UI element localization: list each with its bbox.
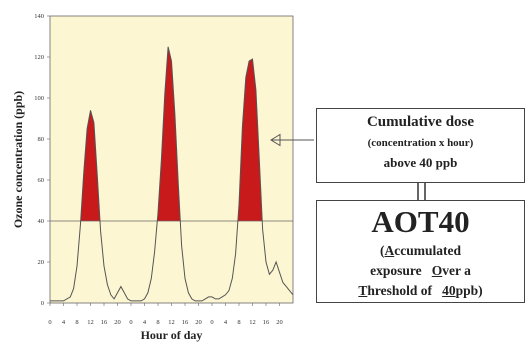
aot40-def-line-3: Threshold of 40ppb)	[317, 281, 524, 301]
dose-line-1: Cumulative dose	[366, 114, 475, 130]
x-tick-label: 16	[263, 319, 270, 326]
x-tick-label: 4	[62, 319, 66, 326]
letter-a: A	[384, 243, 395, 258]
y-tick-label: 80	[38, 136, 45, 143]
x-tick-label: 8	[156, 319, 159, 326]
number-40: 40	[442, 283, 456, 298]
x-axis-label: Hour of day	[141, 328, 203, 342]
dose-line-2: (concentration x hour)	[367, 137, 474, 149]
x-tick-label: 0	[48, 319, 51, 326]
y-tick-label: 0	[41, 300, 44, 307]
dose-line-3: above 40 ppb	[383, 155, 458, 170]
word-ppb: ppb)	[455, 283, 483, 298]
y-tick-label: 140	[34, 13, 44, 20]
aot40-title: AOT40	[371, 204, 470, 239]
x-tick-label: 12	[168, 319, 175, 326]
x-tick-label: 20	[195, 319, 202, 326]
box-connector-right	[424, 183, 426, 200]
word-accumulated: ccumulated	[394, 243, 461, 258]
word-threshold-of: hreshold of	[367, 283, 432, 298]
x-axis-ticks: 0 4 8 12 16 20 0 4 8 12 16 20 0 4 8 12 16 20	[48, 303, 283, 326]
y-tick-label: 40	[38, 218, 45, 225]
x-tick-label: 12	[87, 319, 94, 326]
x-tick-label: 0	[210, 319, 213, 326]
paren-open: (	[380, 243, 385, 258]
x-tick-label: 0	[129, 319, 132, 326]
x-tick-label: 16	[182, 319, 189, 326]
letter-o: O	[431, 263, 443, 278]
exposure-above-threshold-area	[80, 46, 263, 221]
y-tick-label: 120	[34, 54, 44, 61]
y-axis-label: Ozone concentration (ppb)	[11, 91, 25, 228]
x-tick-label: 8	[237, 319, 240, 326]
y-tick-label: 20	[38, 259, 45, 266]
word-exposure: exposure	[370, 263, 422, 278]
x-tick-label: 20	[276, 319, 283, 326]
aot40-def-line-2: exposure Over a	[317, 261, 524, 281]
arrow-head-icon	[270, 133, 281, 147]
letter-t: T	[358, 283, 368, 298]
y-tick-label: 60	[38, 177, 45, 184]
x-tick-label: 20	[114, 319, 121, 326]
x-tick-label: 16	[101, 319, 108, 326]
x-tick-label: 12	[249, 319, 256, 326]
ozone-concentration-line	[50, 46, 294, 302]
x-tick-label: 4	[143, 319, 147, 326]
aot40-box: AOT40 (Accumulated exposure Over a Thres…	[316, 200, 525, 303]
y-axis-ticks: 0 20 40 60 80 100 120 140	[34, 13, 50, 307]
y-tick-label: 100	[34, 95, 44, 102]
word-over-a: ver a	[442, 263, 471, 278]
x-tick-label: 4	[224, 319, 228, 326]
x-tick-label: 8	[75, 319, 78, 326]
aot40-def-line-1: (Accumulated	[317, 241, 524, 261]
cumulative-dose-box: Cumulative dose (concentration x hour) a…	[316, 108, 525, 183]
box-connector-left	[417, 183, 419, 200]
ozone-chart: 0 20 40 60 80 100 120 140 0 4 8 12 16 20 0 4 8 12 16 20 0 4 8…	[11, 13, 314, 342]
